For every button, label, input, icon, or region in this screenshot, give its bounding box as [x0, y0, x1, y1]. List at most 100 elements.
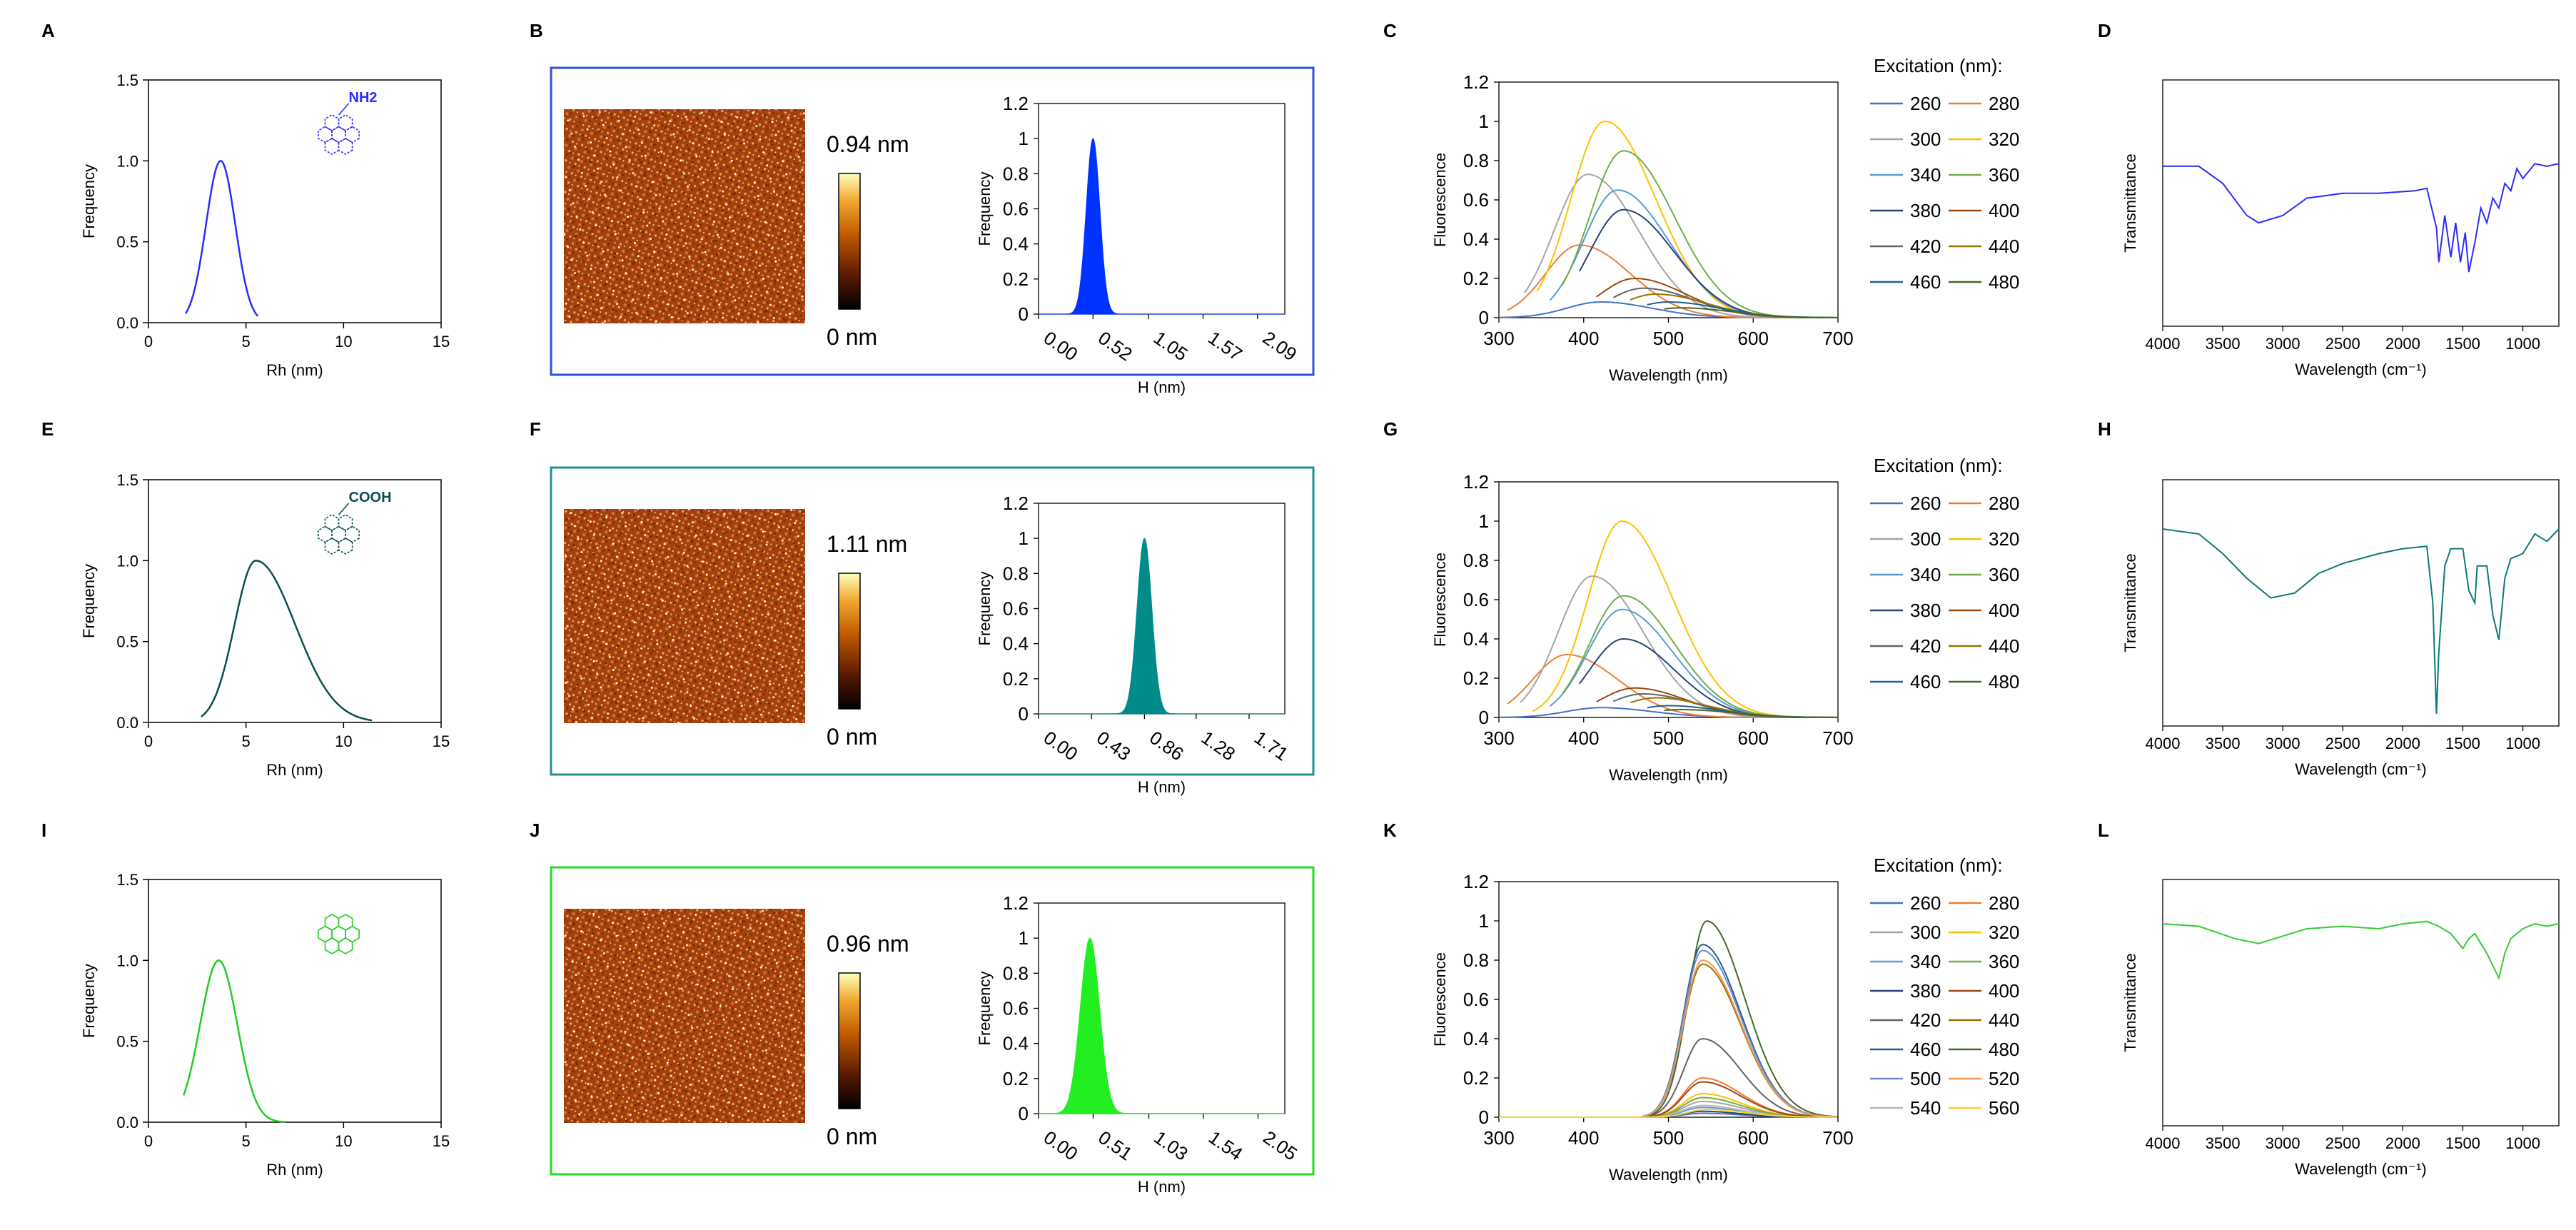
- x-tick-label: 0.43: [1093, 727, 1135, 765]
- x-tick-label: 0: [144, 333, 153, 351]
- x-tick-label: 0.00: [1040, 327, 1082, 366]
- y-axis-title: Frequency: [976, 972, 994, 1046]
- x-axis-title: H (nm): [1138, 778, 1186, 796]
- x-tick-label: 15: [433, 1132, 450, 1150]
- x-tick-label: 700: [1822, 727, 1853, 749]
- x-tick-label: 500: [1653, 328, 1684, 349]
- y-tick-label: 1.2: [1463, 471, 1489, 493]
- afm-image-texture: [564, 109, 805, 323]
- legend-label: 300: [1910, 528, 1941, 550]
- y-tick-label: 0.5: [116, 633, 138, 651]
- y-tick-label: 0.6: [1003, 598, 1029, 620]
- molecule-icon: NH2: [318, 90, 378, 155]
- x-tick-label: 600: [1738, 328, 1769, 349]
- emission-line-320: [1532, 520, 1838, 718]
- x-tick-label: 5: [242, 1132, 251, 1150]
- plot-frame: [148, 879, 442, 1123]
- transmittance-line: [2163, 163, 2560, 273]
- y-tick-label: 1.2: [1003, 892, 1029, 914]
- legend-label: 440: [1989, 236, 2019, 257]
- x-axis-title: Wavelength (cm⁻¹): [2295, 760, 2426, 778]
- panel-label-I: I: [41, 820, 46, 841]
- x-tick-label: 15: [433, 333, 450, 351]
- y-tick-label: 0.6: [1003, 198, 1029, 220]
- legend-label: 520: [1989, 1068, 2019, 1089]
- y-axis-title: Fluorescence: [1431, 553, 1449, 647]
- y-tick-label: 0.2: [1003, 1068, 1029, 1089]
- y-tick-label: 0: [1019, 303, 1029, 325]
- y-tick-label: 1: [1479, 510, 1489, 532]
- legend-label: 480: [1989, 1039, 2019, 1060]
- legend-label: 360: [1989, 164, 2019, 186]
- plot-frame: [1498, 481, 1839, 718]
- ftir-chart-L: 4000 3500 3000 2500 2000 1500 1000 Wavelength (…: [2121, 879, 2560, 1178]
- colorbar-max-label: 1.11 nm: [827, 531, 907, 557]
- legend-label: 320: [1989, 922, 2019, 943]
- y-tick-label: 0.2: [1463, 667, 1489, 689]
- x-axis-title: Wavelength (cm⁻¹): [2295, 361, 2426, 378]
- height-histogram: [1039, 138, 1285, 315]
- legend-label: 540: [1910, 1097, 1941, 1119]
- height-histogram: [1039, 538, 1285, 715]
- x-tick-label: 700: [1822, 1127, 1853, 1149]
- legend-label: 340: [1910, 164, 1941, 186]
- legend-label: 280: [1989, 892, 2019, 914]
- x-tick-label: 0.00: [1040, 727, 1082, 765]
- fluorescence-chart-K: 0 0.2 0.4 0.6 0.8 1 1.2 300 400 500 600 700 Waveleng…: [1431, 855, 2019, 1184]
- emission-line-340: [1549, 608, 1837, 718]
- legend-label: 440: [1989, 1009, 2019, 1031]
- x-tick-label: 600: [1738, 1127, 1769, 1149]
- x-tick-label: 1000: [2505, 735, 2540, 752]
- y-tick-label: 0.4: [1463, 628, 1489, 650]
- ring: [324, 138, 340, 155]
- panel-label-E: E: [41, 418, 54, 440]
- legend-label: 480: [1989, 271, 2019, 293]
- legend-label: 260: [1910, 493, 1941, 514]
- panel-label-C: C: [1383, 20, 1397, 41]
- legend-label: 380: [1910, 980, 1941, 1002]
- x-tick-label: 1500: [2445, 1134, 2480, 1152]
- x-tick-label: 300: [1483, 328, 1514, 349]
- legend-label: 560: [1989, 1097, 2019, 1119]
- x-axis-title: Rh (nm): [266, 1161, 323, 1179]
- emission-line-460: [1499, 943, 1837, 1118]
- x-tick-label: 3000: [2266, 335, 2300, 353]
- ftir-chart-D: 4000 3500 3000 2500 2000 1500 1000 Wavelength (…: [2121, 79, 2560, 378]
- distribution-line: [201, 560, 373, 722]
- x-tick-label: 1.54: [1205, 1126, 1247, 1165]
- x-tick-label: 2000: [2385, 1134, 2420, 1152]
- x-tick-label: 500: [1653, 1127, 1684, 1149]
- legend-label: 460: [1910, 271, 1941, 293]
- legend-label: 460: [1910, 671, 1941, 692]
- y-tick-label: 0.5: [116, 233, 138, 251]
- y-tick-label: 1: [1019, 528, 1029, 549]
- legend-label: 280: [1989, 93, 2019, 114]
- legend-title: Excitation (nm):: [1874, 455, 2003, 476]
- ring: [338, 138, 353, 155]
- y-axis-title: Frequency: [80, 964, 98, 1038]
- x-tick-label: 400: [1568, 328, 1599, 349]
- x-axis-title: Rh (nm): [266, 361, 323, 379]
- y-axis-title: Fluorescence: [1431, 952, 1449, 1047]
- x-tick-label: 10: [335, 1132, 352, 1150]
- distribution-line: [183, 959, 286, 1123]
- panel-label-G: G: [1383, 418, 1398, 440]
- legend-label: 300: [1910, 128, 1941, 150]
- legend-label: 280: [1989, 493, 2019, 514]
- legend-label: 260: [1910, 892, 1941, 914]
- y-tick-label: 1.5: [116, 471, 138, 489]
- x-tick-label: 5: [242, 333, 251, 351]
- x-tick-label: 5: [242, 732, 251, 750]
- ring: [338, 538, 353, 555]
- plot-frame: [148, 479, 442, 723]
- legend-label: 420: [1910, 1009, 1941, 1031]
- x-tick-label: 1000: [2505, 335, 2540, 353]
- y-tick-label: 0.4: [1463, 1028, 1489, 1049]
- y-axis-title: Transmittance: [2121, 953, 2139, 1052]
- x-tick-label: 2000: [2385, 335, 2420, 353]
- y-tick-label: 0.2: [1463, 1067, 1489, 1089]
- y-tick-label: 0.0: [116, 1114, 138, 1131]
- y-tick-label: 1: [1479, 111, 1489, 132]
- x-tick-label: 3500: [2206, 1134, 2241, 1152]
- legend-label: 360: [1989, 951, 2019, 972]
